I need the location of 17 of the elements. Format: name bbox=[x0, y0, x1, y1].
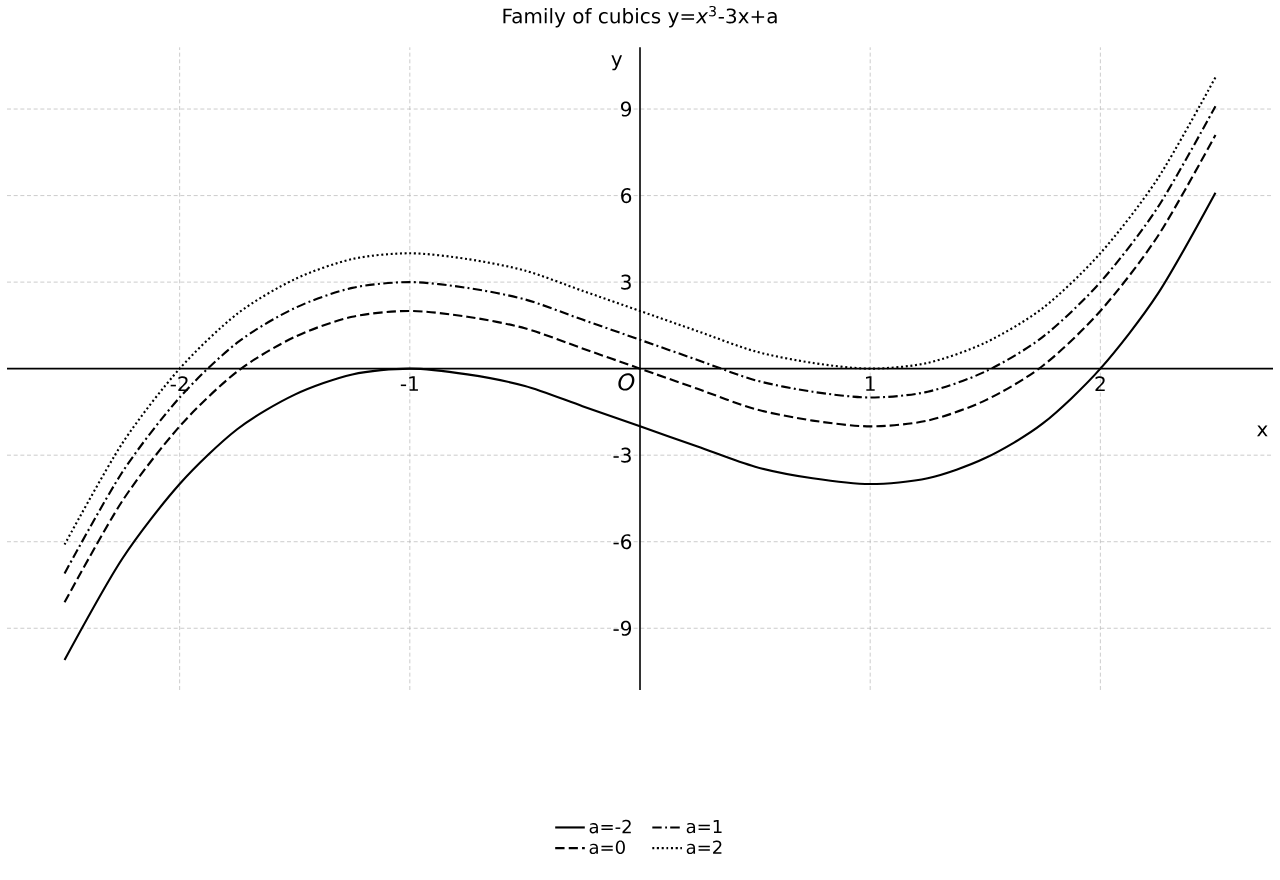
x-axis-title: x bbox=[1257, 425, 1268, 437]
x-tick-label: 1 bbox=[866, 376, 875, 391]
y-tick-label: -6 bbox=[613, 534, 632, 550]
legend-label: a=-2 bbox=[589, 819, 631, 834]
y-tick-label: 6 bbox=[621, 188, 632, 204]
legend-label: a=1 bbox=[686, 819, 722, 834]
y-tick-label: -3 bbox=[613, 447, 631, 463]
y-axis-title: y bbox=[611, 55, 623, 71]
y-tick-label: -9 bbox=[613, 620, 632, 636]
annotation: O bbox=[618, 373, 635, 391]
legend-label: a=0 bbox=[589, 840, 625, 855]
chart-title: Family of cubics y=x$^{3}$-3x+a bbox=[503, 5, 777, 28]
x-tick-label: 2 bbox=[1095, 376, 1105, 392]
legend-label: a=2 bbox=[686, 840, 722, 855]
x-tick-label: -1 bbox=[400, 376, 418, 391]
y-tick-label: 3 bbox=[621, 274, 631, 290]
y-tick-label: 9 bbox=[620, 101, 632, 117]
